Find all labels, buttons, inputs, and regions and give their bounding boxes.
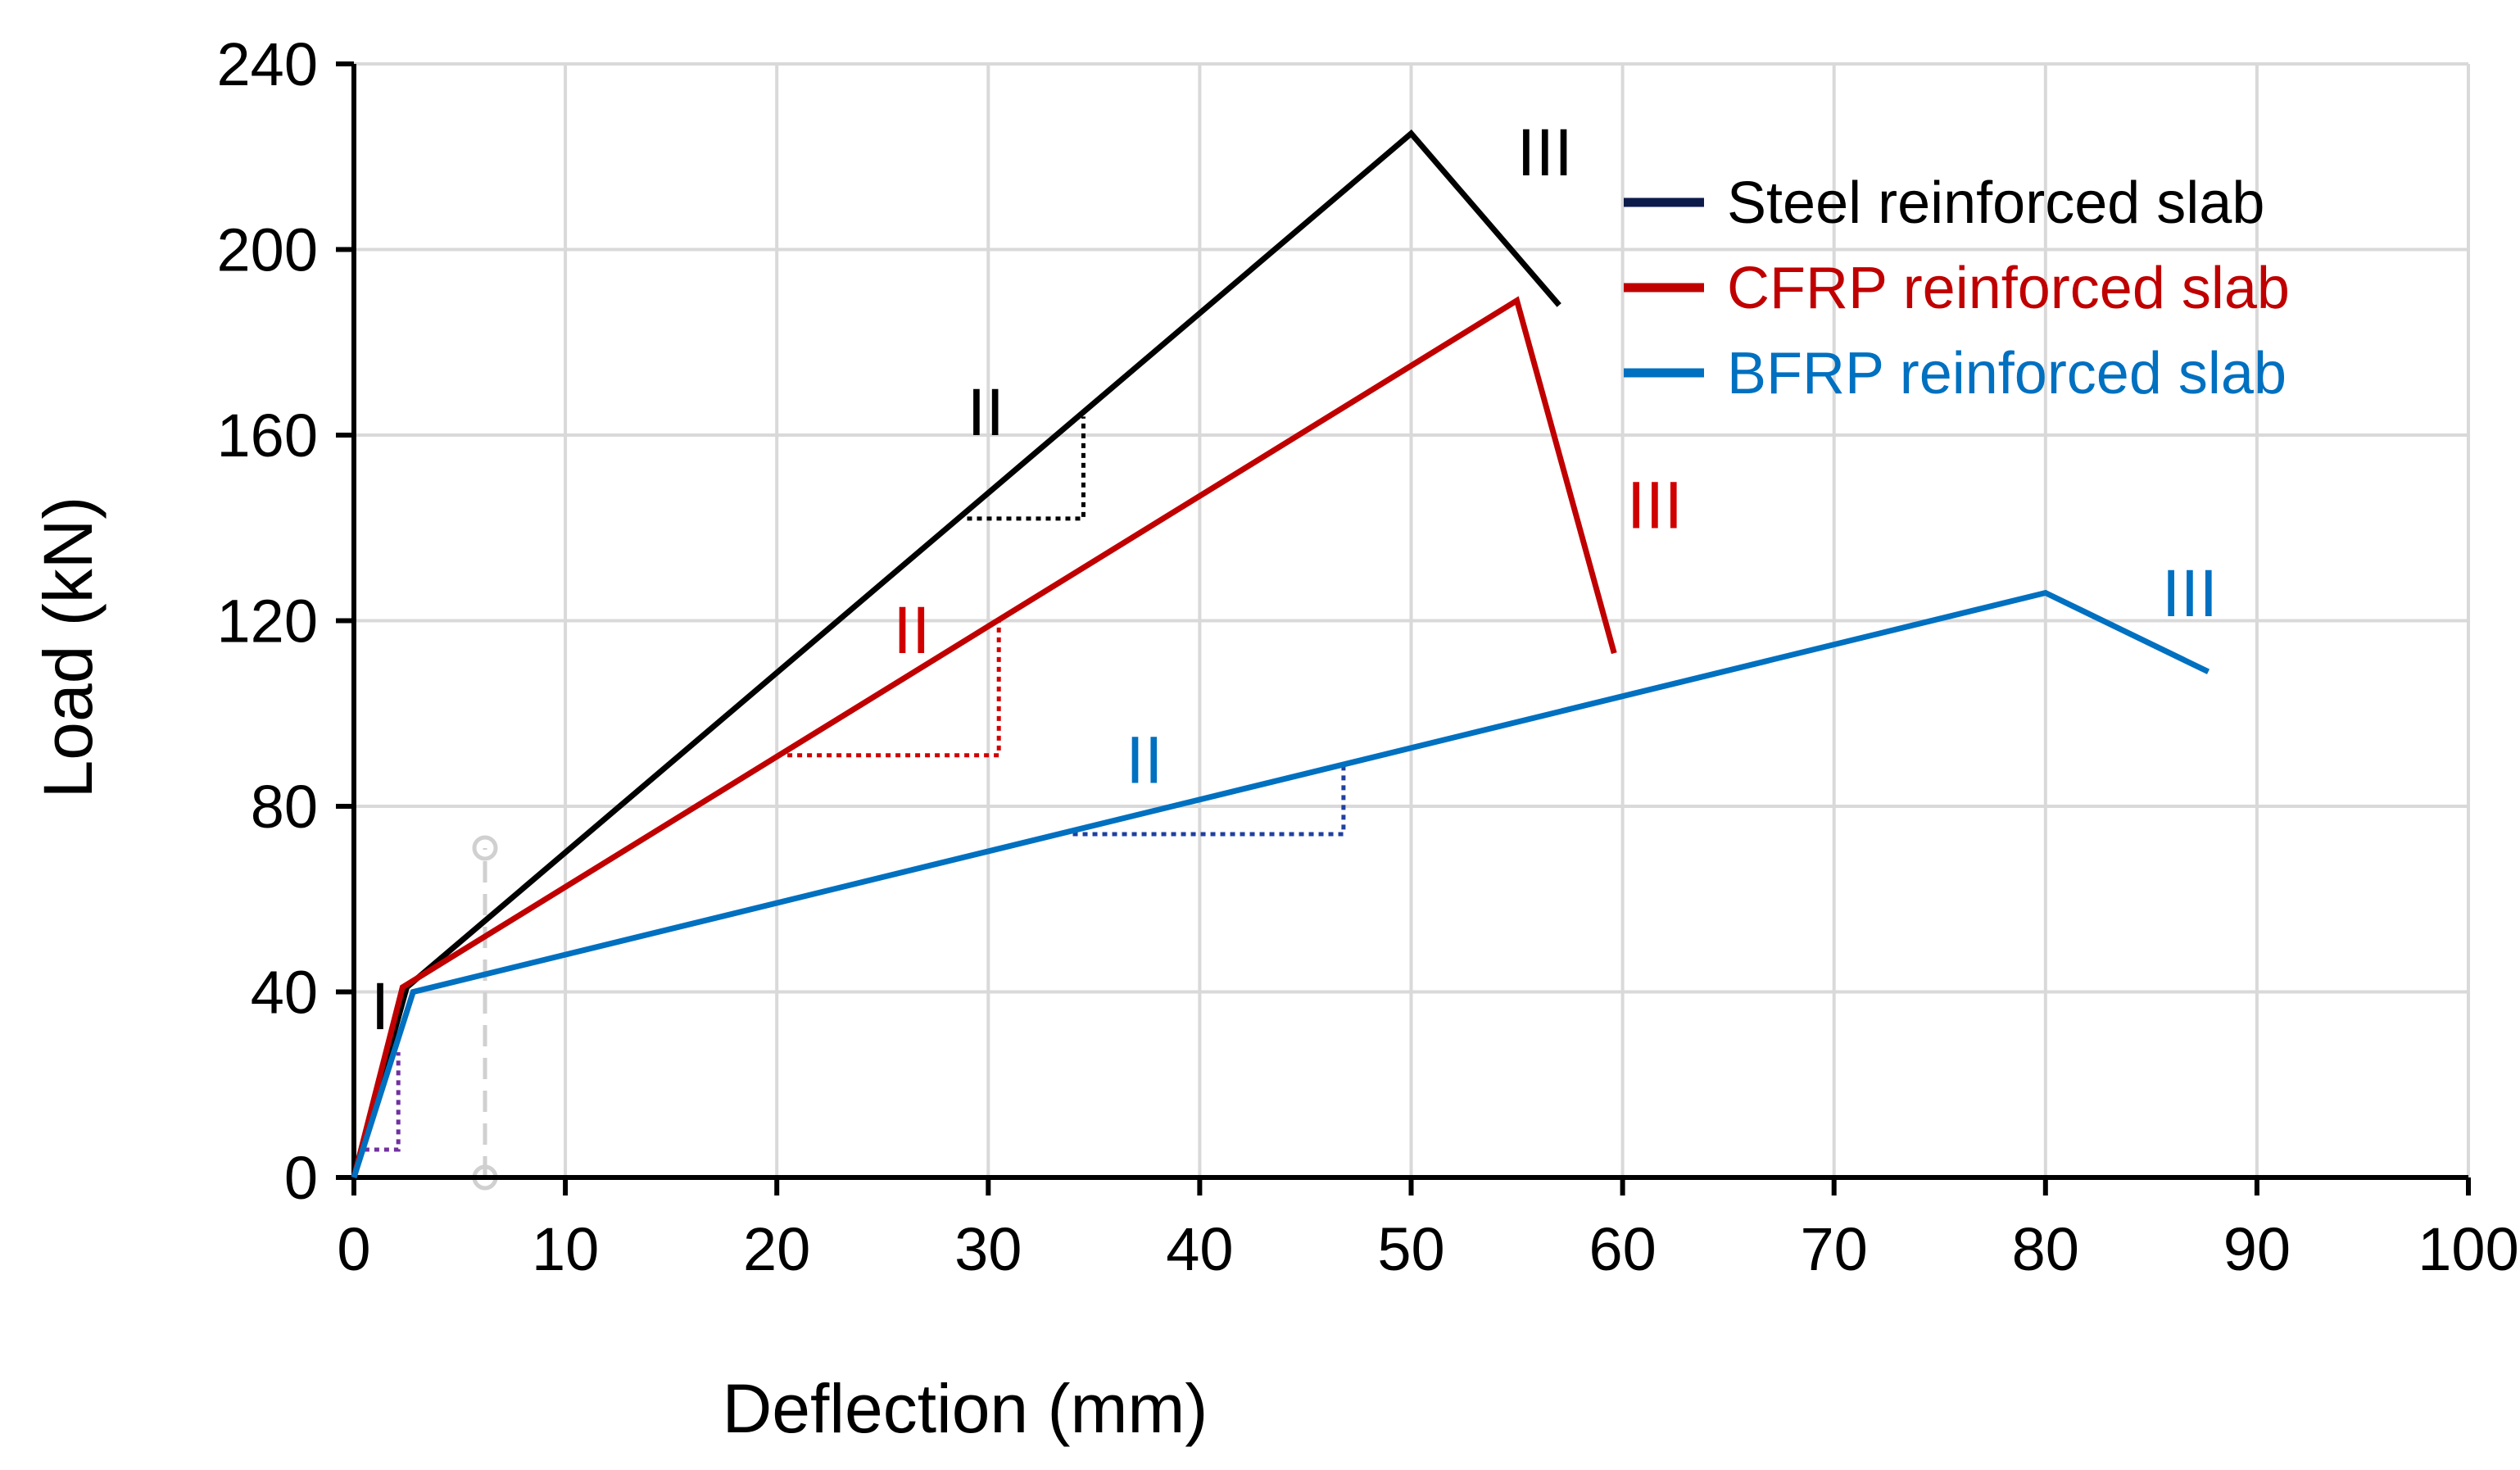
y-tick-label: 0 bbox=[284, 1144, 318, 1212]
gridlines bbox=[354, 62, 2470, 1177]
y-tick-label: 160 bbox=[217, 402, 318, 470]
y-tick-label: 240 bbox=[217, 30, 318, 98]
x-tick-label: 0 bbox=[337, 1215, 370, 1283]
stage-label: II bbox=[893, 593, 931, 668]
x-tick-label: 80 bbox=[2012, 1215, 2079, 1283]
data-series bbox=[351, 129, 2210, 1179]
x-tick-label: 50 bbox=[1377, 1215, 1444, 1283]
stage-label: II bbox=[1126, 724, 1163, 798]
x-tick-label: 90 bbox=[2223, 1215, 2291, 1283]
guide-end-marker bbox=[472, 835, 498, 861]
stage-label: II bbox=[967, 375, 1004, 450]
x-tick-labels: 0 10 20 30 40 50 60 70 80 90 100 bbox=[337, 1215, 2518, 1283]
legend-label: Steel reinforced slab bbox=[1727, 170, 2264, 236]
axes bbox=[336, 61, 2471, 1196]
legend-label: BFRP reinforced slab bbox=[1727, 341, 2287, 406]
y-tick-labels: 0 40 80 120 160 200 240 bbox=[217, 30, 318, 1212]
x-tick-label: 10 bbox=[532, 1215, 599, 1283]
y-tick-label: 80 bbox=[251, 773, 318, 841]
x-tick-label: 60 bbox=[1589, 1215, 1656, 1283]
series-line-cfrp bbox=[351, 296, 1617, 1178]
series-line-bfrp bbox=[351, 589, 2210, 1179]
legend: Steel reinforced slab CFRP reinforced sla… bbox=[1624, 170, 2290, 406]
y-tick-label: 40 bbox=[251, 959, 318, 1027]
x-tick-label: 40 bbox=[1166, 1215, 1233, 1283]
legend-label: CFRP reinforced slab bbox=[1727, 256, 2290, 321]
slope-triangle bbox=[364, 1052, 401, 1152]
x-axis-title: Deflection (mm) bbox=[723, 1370, 1208, 1447]
slope-triangle bbox=[1072, 764, 1346, 837]
stage-label: III bbox=[1627, 468, 1683, 542]
x-tick-label: 70 bbox=[1801, 1215, 1868, 1283]
x-tick-label: 20 bbox=[743, 1215, 810, 1283]
y-tick-label: 200 bbox=[217, 216, 318, 284]
stage-label: III bbox=[2162, 556, 2218, 631]
stage-label: I bbox=[371, 969, 390, 1044]
x-tick-label: 100 bbox=[2418, 1215, 2518, 1283]
slope-triangle bbox=[787, 620, 1001, 758]
y-tick-label: 120 bbox=[217, 588, 318, 656]
stage-label: III bbox=[1517, 116, 1573, 190]
y-axis-title: Load (kN) bbox=[29, 497, 107, 799]
x-tick-label: 30 bbox=[954, 1215, 1022, 1283]
